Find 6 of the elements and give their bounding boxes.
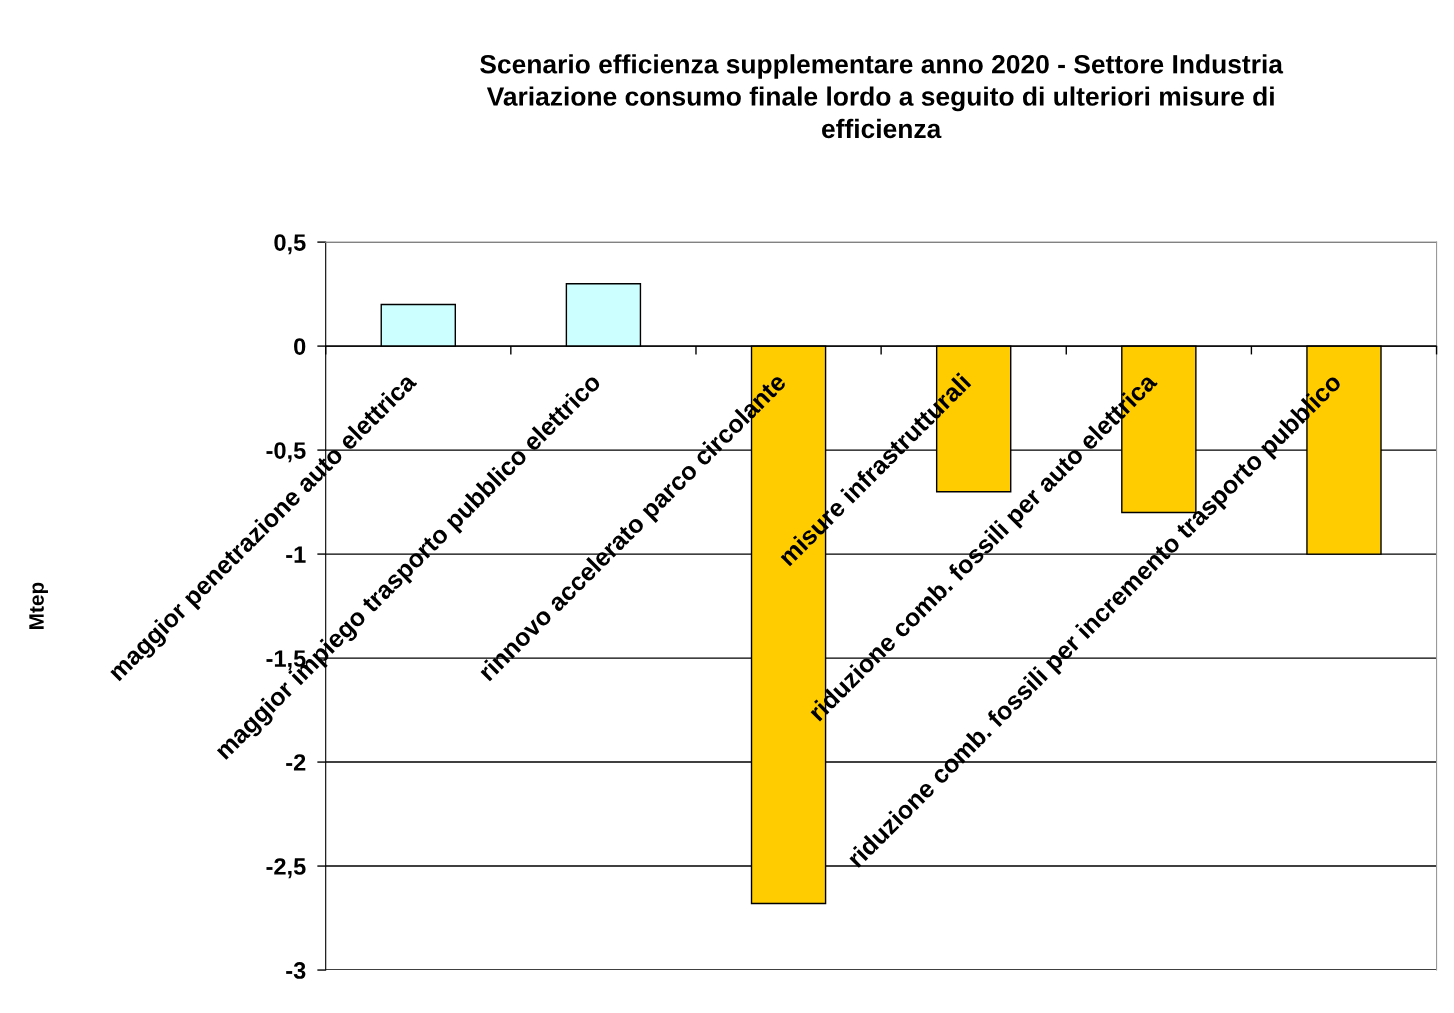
y-axis-title: Mtep (29, 582, 48, 629)
y-tick-label: 0 (294, 338, 306, 355)
y-tick-label: -3 (286, 962, 306, 979)
y-tick-label: -2,5 (266, 858, 306, 879)
y-tick-label: 0,5 (274, 234, 306, 255)
chart-title: Scenario efficienza supplementare anno 2020 - Settore Industria Variazione consumo finale lordo a seguito di ulteriori misure di efficienza (480, 54, 1284, 139)
